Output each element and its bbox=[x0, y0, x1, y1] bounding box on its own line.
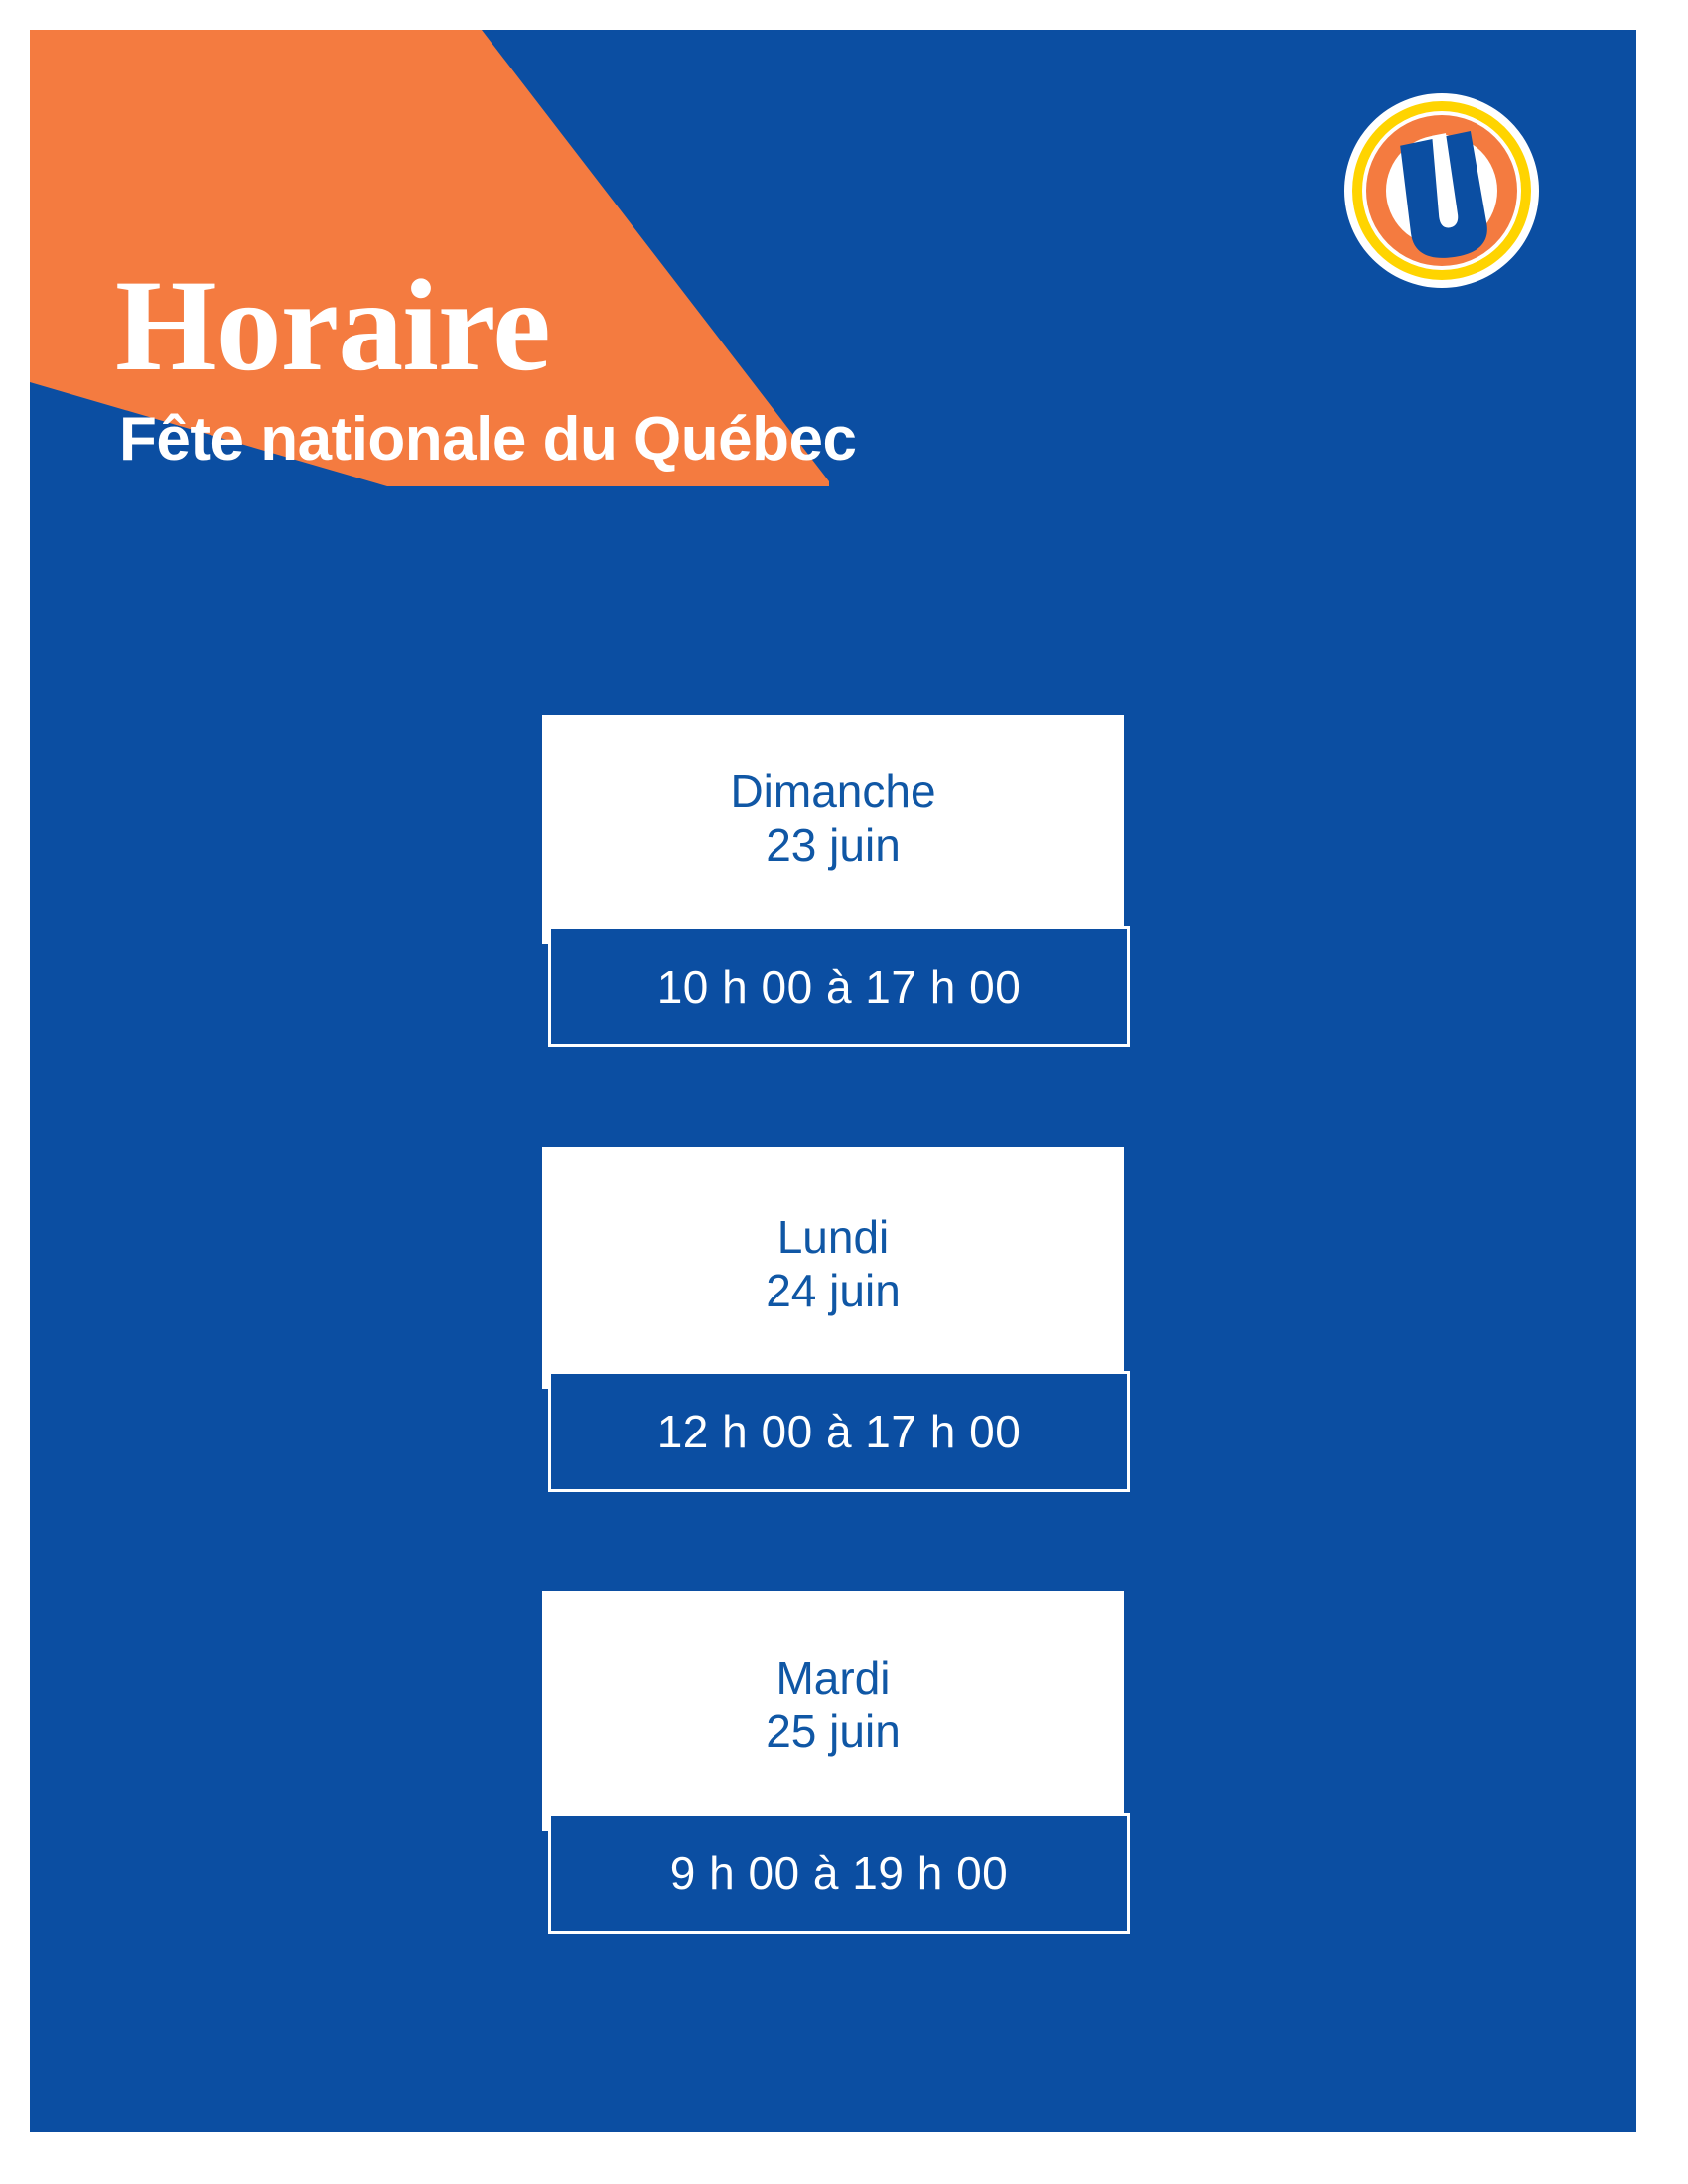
schedule-card: Lundi 24 juin 12 h 00 à 17 h 00 bbox=[542, 1146, 1130, 1493]
card-day-block: Dimanche 23 juin bbox=[542, 715, 1124, 944]
hours-text: 9 h 00 à 19 h 00 bbox=[669, 1846, 1009, 1899]
card-day-block: Lundi 24 juin bbox=[542, 1146, 1124, 1390]
schedule-card: Dimanche 23 juin 10 h 00 à 17 h 00 bbox=[542, 715, 1130, 1047]
day-date: 25 juin bbox=[766, 1706, 901, 1758]
schedule-card: Mardi 25 juin 9 h 00 à 19 h 00 bbox=[542, 1591, 1130, 1934]
page-title: Horaire bbox=[115, 252, 551, 398]
day-name: Dimanche bbox=[730, 765, 936, 817]
day-name: Mardi bbox=[775, 1652, 891, 1705]
schedule-list: Dimanche 23 juin 10 h 00 à 17 h 00 Lundi… bbox=[30, 715, 1636, 1934]
hours-text: 10 h 00 à 17 h 00 bbox=[656, 960, 1022, 1013]
poster-header: Horaire Fête nationale du Québec bbox=[115, 252, 857, 474]
card-hours-block: 10 h 00 à 17 h 00 bbox=[548, 925, 1130, 1047]
day-date: 23 juin bbox=[766, 819, 901, 872]
hours-text: 12 h 00 à 17 h 00 bbox=[656, 1406, 1022, 1458]
universite-laval-logo bbox=[1342, 91, 1541, 290]
card-hours-block: 12 h 00 à 17 h 00 bbox=[548, 1371, 1130, 1493]
poster-canvas: Horaire Fête nationale du Québec Dimanch… bbox=[30, 30, 1636, 2132]
card-hours-block: 9 h 00 à 19 h 00 bbox=[548, 1812, 1130, 1934]
card-day-block: Mardi 25 juin bbox=[542, 1591, 1124, 1831]
day-date: 24 juin bbox=[766, 1264, 901, 1316]
day-name: Lundi bbox=[776, 1210, 890, 1263]
page-subtitle: Fête nationale du Québec bbox=[119, 405, 857, 474]
